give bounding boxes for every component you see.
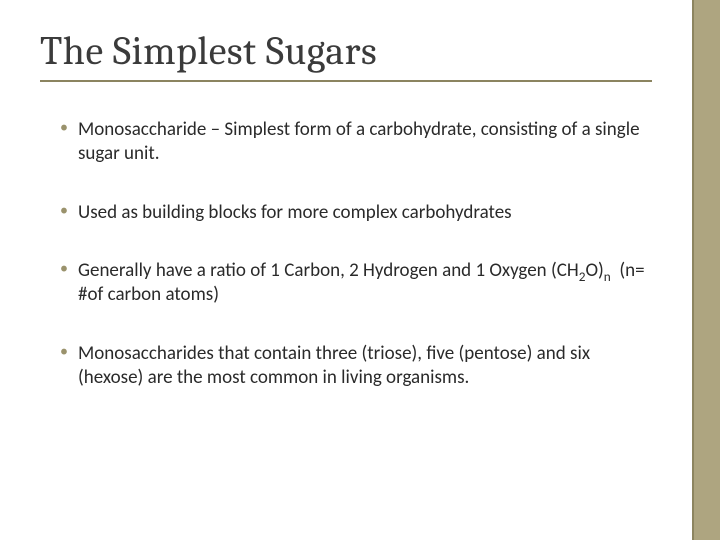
list-item: Used as building blocks for more complex… — [60, 201, 652, 225]
slide-content: The Simplest Sugars Monosaccharide – Sim… — [0, 0, 692, 540]
bullet-list: Monosaccharide – Simplest form of a carb… — [40, 118, 652, 390]
title-underline — [40, 80, 652, 82]
list-item: Monosaccharide – Simplest form of a carb… — [60, 118, 652, 167]
slide-title: The Simplest Sugars — [40, 28, 652, 74]
list-item: Generally have a ratio of 1 Carbon, 2 Hy… — [60, 259, 652, 308]
list-item: Monosaccharides that contain three (trio… — [60, 342, 652, 391]
accent-sidebar — [692, 0, 720, 540]
